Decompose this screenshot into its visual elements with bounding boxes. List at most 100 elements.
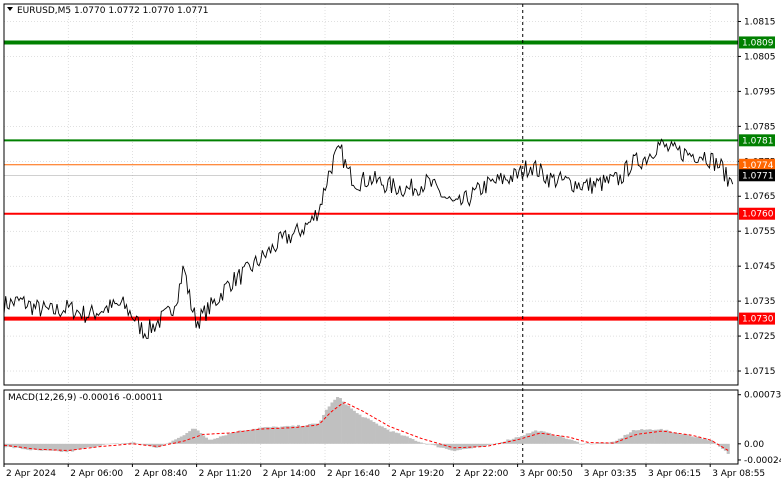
macd-bar bbox=[179, 436, 183, 444]
macd-bar bbox=[238, 430, 242, 444]
macd-bar bbox=[68, 443, 72, 451]
macd-bar bbox=[400, 435, 404, 444]
macd-bar bbox=[486, 443, 490, 445]
chart-title: EURUSD,M5 1.0770 1.0772 1.0770 1.0771 bbox=[17, 6, 209, 16]
macd-bar bbox=[645, 429, 649, 444]
macd-bar bbox=[444, 443, 448, 449]
macd-bar bbox=[146, 443, 150, 446]
macd-bar bbox=[631, 430, 635, 444]
macd-bar bbox=[252, 428, 256, 444]
macd-bar bbox=[403, 435, 407, 444]
macd-bar bbox=[528, 433, 532, 444]
macd-bar bbox=[422, 443, 426, 444]
macd-bar bbox=[37, 443, 41, 451]
y-tick-label: 1.0765 bbox=[744, 192, 776, 202]
macd-bar bbox=[377, 425, 381, 444]
macd-bar bbox=[294, 426, 298, 444]
macd-bar bbox=[397, 433, 401, 444]
level-tag-label: 1.0730 bbox=[742, 315, 774, 325]
level-tag-label: 1.0774 bbox=[742, 161, 774, 171]
macd-bar bbox=[570, 439, 574, 444]
macd-bar bbox=[243, 430, 248, 444]
macd-bar bbox=[648, 429, 652, 444]
y-tick-label: 1.0735 bbox=[744, 297, 776, 307]
macd-bar bbox=[456, 443, 460, 451]
macd-bar bbox=[562, 437, 566, 444]
macd-bar bbox=[79, 443, 83, 449]
macd-bar bbox=[43, 443, 47, 451]
macd-bar bbox=[285, 425, 289, 444]
macd-bar bbox=[213, 438, 217, 444]
macd-bar bbox=[118, 443, 122, 445]
level-tag-label: 1.0771 bbox=[742, 171, 774, 181]
macd-bar bbox=[135, 443, 139, 444]
macd-bar bbox=[573, 440, 577, 444]
macd-bar bbox=[316, 423, 320, 444]
macd-bar bbox=[642, 429, 647, 444]
macd-bar bbox=[165, 443, 169, 444]
macd-bar bbox=[333, 399, 337, 444]
macd-bar bbox=[62, 443, 66, 452]
macd-bar bbox=[682, 434, 686, 444]
macd-bar bbox=[425, 443, 429, 445]
dropdown-triangle-icon[interactable] bbox=[7, 7, 13, 11]
macd-bar bbox=[659, 428, 663, 444]
macd-bar bbox=[330, 402, 334, 444]
macd-bar bbox=[428, 443, 432, 445]
macd-bar bbox=[17, 443, 22, 448]
macd-bar bbox=[358, 414, 362, 444]
macd-bar bbox=[587, 443, 591, 444]
macd-title: MACD(12,26,9) -0.00016 -0.00011 bbox=[8, 393, 163, 403]
macd-bar bbox=[656, 429, 660, 444]
macd-bar bbox=[224, 435, 228, 444]
macd-bar bbox=[324, 409, 328, 444]
macd-bar bbox=[266, 426, 270, 444]
macd-bar bbox=[280, 426, 284, 444]
chart-frame bbox=[3, 3, 739, 465]
macd-bar bbox=[416, 441, 421, 444]
macd-bar bbox=[277, 427, 281, 444]
macd-signal-line bbox=[3, 401, 730, 452]
macd-bar bbox=[352, 410, 356, 444]
macd-bar bbox=[511, 438, 515, 444]
macd-bar bbox=[288, 426, 292, 444]
macd-bar bbox=[132, 442, 136, 444]
macd-bar bbox=[101, 443, 105, 445]
macd-bar bbox=[260, 427, 264, 444]
macd-bar bbox=[414, 440, 418, 444]
macd-bar bbox=[576, 441, 580, 444]
macd-bar bbox=[548, 432, 552, 444]
macd-bar bbox=[218, 436, 222, 444]
macd-bar bbox=[54, 443, 58, 451]
macd-bar bbox=[269, 427, 273, 444]
level-tag bbox=[739, 134, 775, 147]
macd-bar bbox=[581, 443, 585, 445]
macd-bar bbox=[319, 420, 323, 444]
macd-bar bbox=[458, 443, 462, 450]
grid bbox=[3, 4, 738, 464]
macd-bar bbox=[174, 439, 178, 444]
macd-bar bbox=[104, 443, 108, 445]
macd-y-tick-label: -0.00024 bbox=[744, 456, 781, 466]
macd-bar bbox=[196, 430, 200, 444]
macd-bar bbox=[679, 434, 683, 444]
macd-bar bbox=[394, 432, 398, 444]
macd-bar bbox=[380, 426, 384, 444]
macd-bar bbox=[26, 443, 30, 450]
macd-bar bbox=[249, 429, 253, 444]
macd-bar bbox=[110, 443, 114, 445]
y-tick-label: 1.0745 bbox=[744, 262, 776, 272]
macd-bar bbox=[210, 439, 214, 444]
macd-bar bbox=[322, 415, 326, 444]
macd-bar bbox=[51, 443, 55, 451]
macd-bar bbox=[302, 425, 306, 444]
macd-bar bbox=[707, 440, 711, 444]
macd-bar bbox=[436, 443, 440, 448]
macd-bar bbox=[726, 443, 730, 454]
macd-bar bbox=[112, 443, 116, 444]
macd-bar bbox=[176, 437, 181, 444]
macd-bar bbox=[299, 426, 303, 444]
macd-bar bbox=[163, 443, 167, 445]
macd-bar bbox=[693, 437, 697, 444]
